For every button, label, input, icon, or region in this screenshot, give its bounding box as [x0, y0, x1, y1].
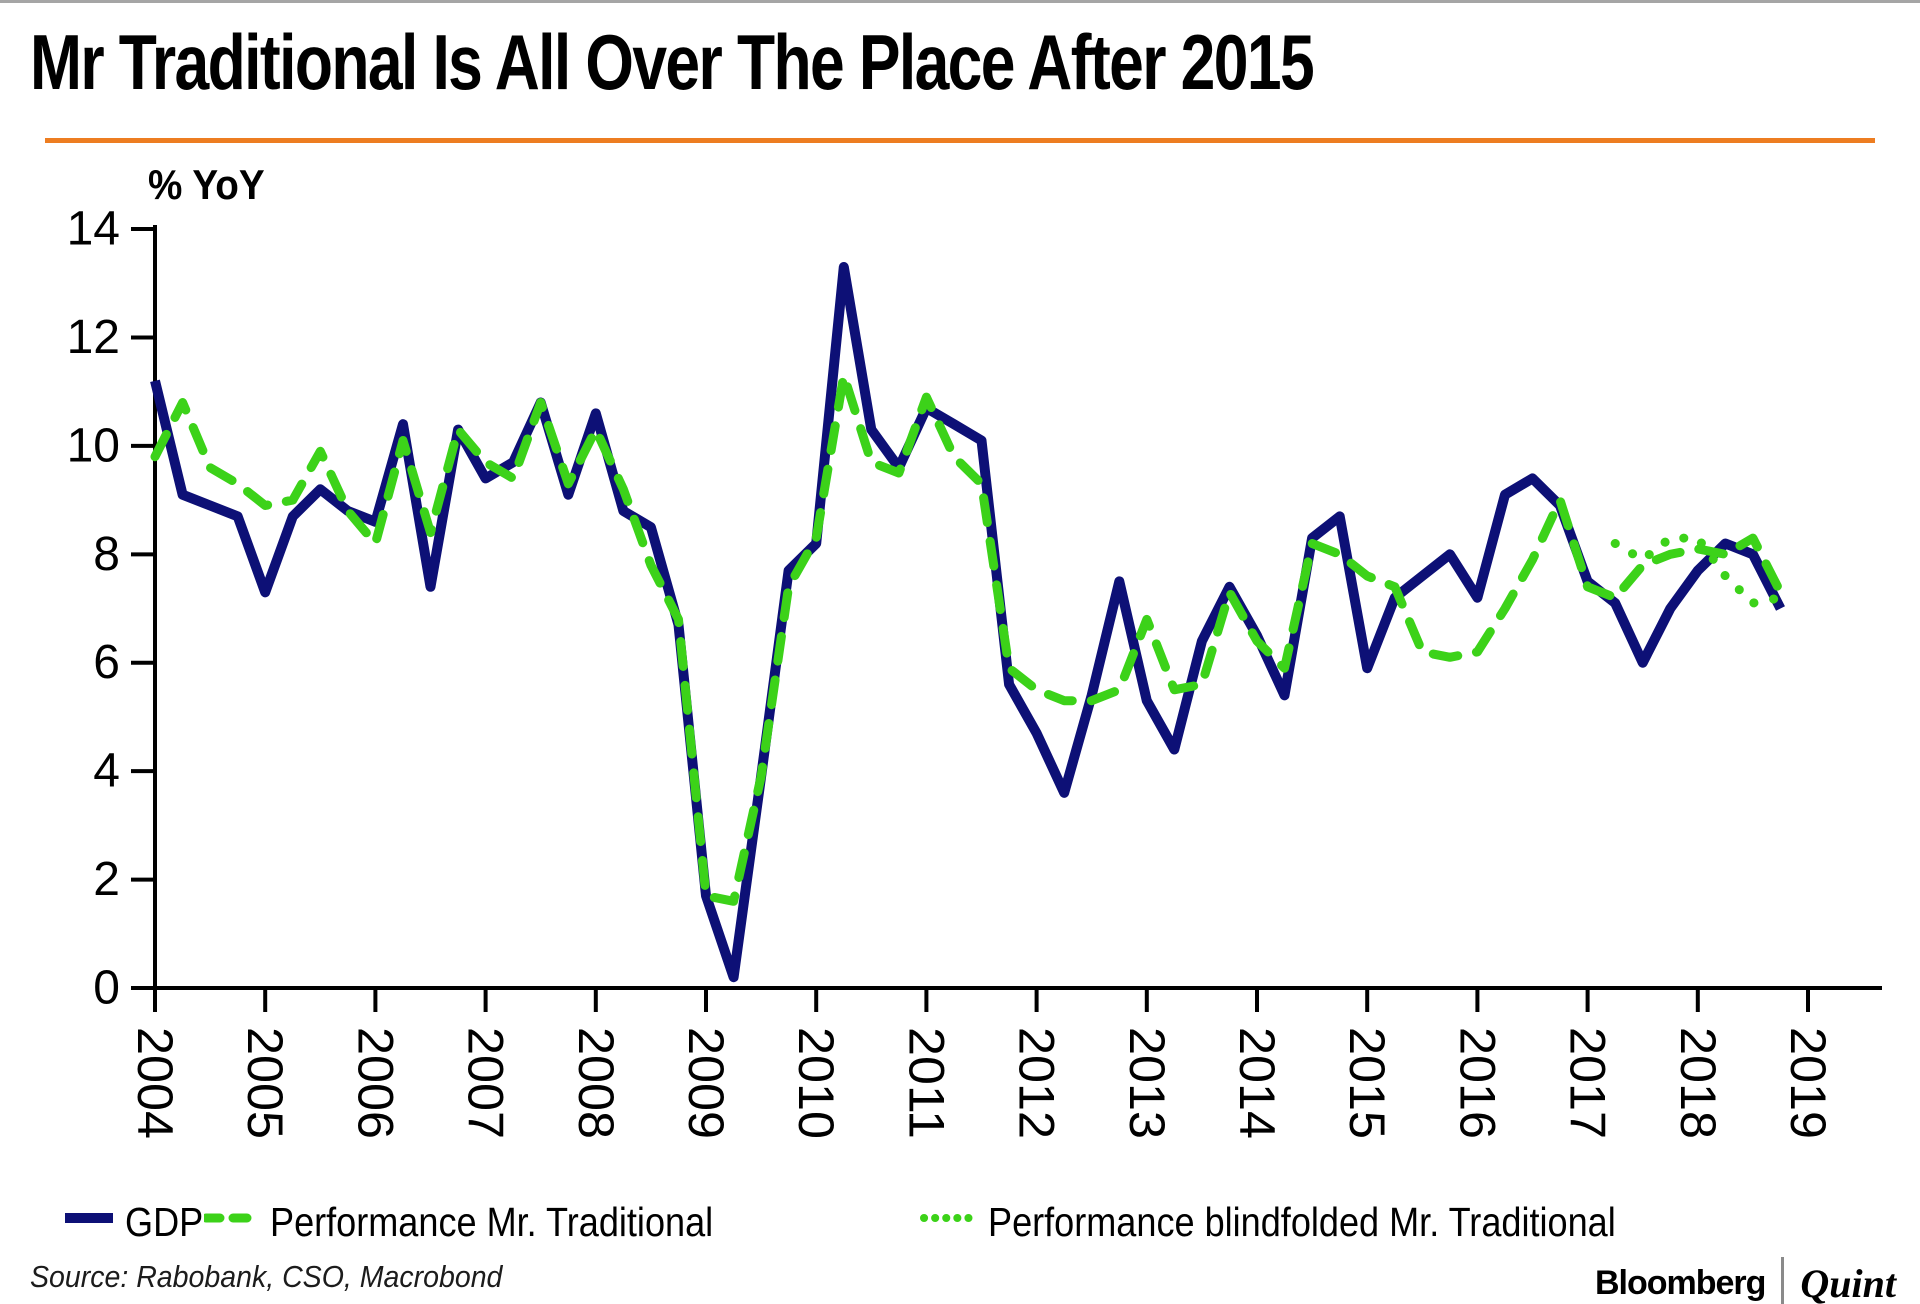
accent-divider — [45, 138, 1875, 143]
x-tick-label: 2014 — [1229, 1027, 1285, 1139]
brand-divider-bar — [1781, 1257, 1785, 1304]
x-tick-label: 2004 — [127, 1027, 183, 1139]
line-chart: 0 2 4 6 8 10 12 14 2004 2005 2006 2007 2008 2009 2010 2… — [67, 203, 1882, 1139]
x-tick-label: 2018 — [1670, 1027, 1726, 1139]
y-axis-unit-label: % YoY — [148, 161, 265, 208]
series-dotted-line — [1610, 533, 1785, 608]
x-tick-label: 2007 — [458, 1027, 514, 1139]
x-tick-label: 2010 — [788, 1027, 844, 1139]
x-tick-label: 2013 — [1119, 1027, 1175, 1139]
y-tick-label: 4 — [93, 745, 120, 798]
x-tick-label: 2016 — [1449, 1027, 1505, 1139]
legend-label-blindfolded: Performance blindfolded Mr. Traditional — [988, 1199, 1616, 1245]
source-note: Source: Rabobank, CSO, Macrobond — [30, 1259, 503, 1294]
brand-logo: Bloomberg Quint — [1595, 1257, 1896, 1304]
x-tick-label: 2009 — [678, 1027, 734, 1139]
series-solid-line — [150, 262, 1785, 983]
x-tick-label: 2005 — [237, 1027, 293, 1139]
y-tick-label: 10 — [67, 419, 120, 472]
x-tick-label: 2017 — [1560, 1027, 1616, 1139]
x-tick-label: 2011 — [898, 1027, 954, 1139]
quint-wordmark: Quint — [1800, 1260, 1896, 1304]
x-tick-label: 2012 — [1009, 1027, 1065, 1139]
bloomberg-wordmark: Bloomberg — [1594, 1263, 1766, 1302]
chart-legend: GDP Performance Mr. Traditional Performa… — [0, 1195, 1920, 1251]
series-dashed-line — [150, 370, 1785, 906]
x-tick-label: 2008 — [568, 1027, 624, 1139]
y-tick-label: 14 — [67, 203, 120, 256]
gdp-line-swatch — [65, 1213, 113, 1223]
dashed-line-swatch — [204, 1213, 260, 1223]
x-tick-label: 2006 — [347, 1027, 403, 1139]
x-tick-label: 2019 — [1780, 1027, 1836, 1139]
y-tick-label: 12 — [67, 311, 120, 364]
x-tick-label: 2015 — [1339, 1027, 1395, 1139]
legend-label-gdp: GDP — [125, 1199, 204, 1245]
y-tick-label: 6 — [93, 636, 120, 689]
legend-item-gdp: GDP — [63, 1195, 203, 1251]
y-tick-label: 0 — [93, 962, 120, 1015]
dotted-line-swatch — [920, 1214, 978, 1222]
y-tick-label: 2 — [93, 853, 120, 906]
page-title: Mr Traditional Is All Over The Place Aft… — [30, 18, 1315, 106]
y-tick-label: 8 — [93, 528, 120, 581]
legend-label-traditional: Performance Mr. Traditional — [270, 1199, 714, 1245]
